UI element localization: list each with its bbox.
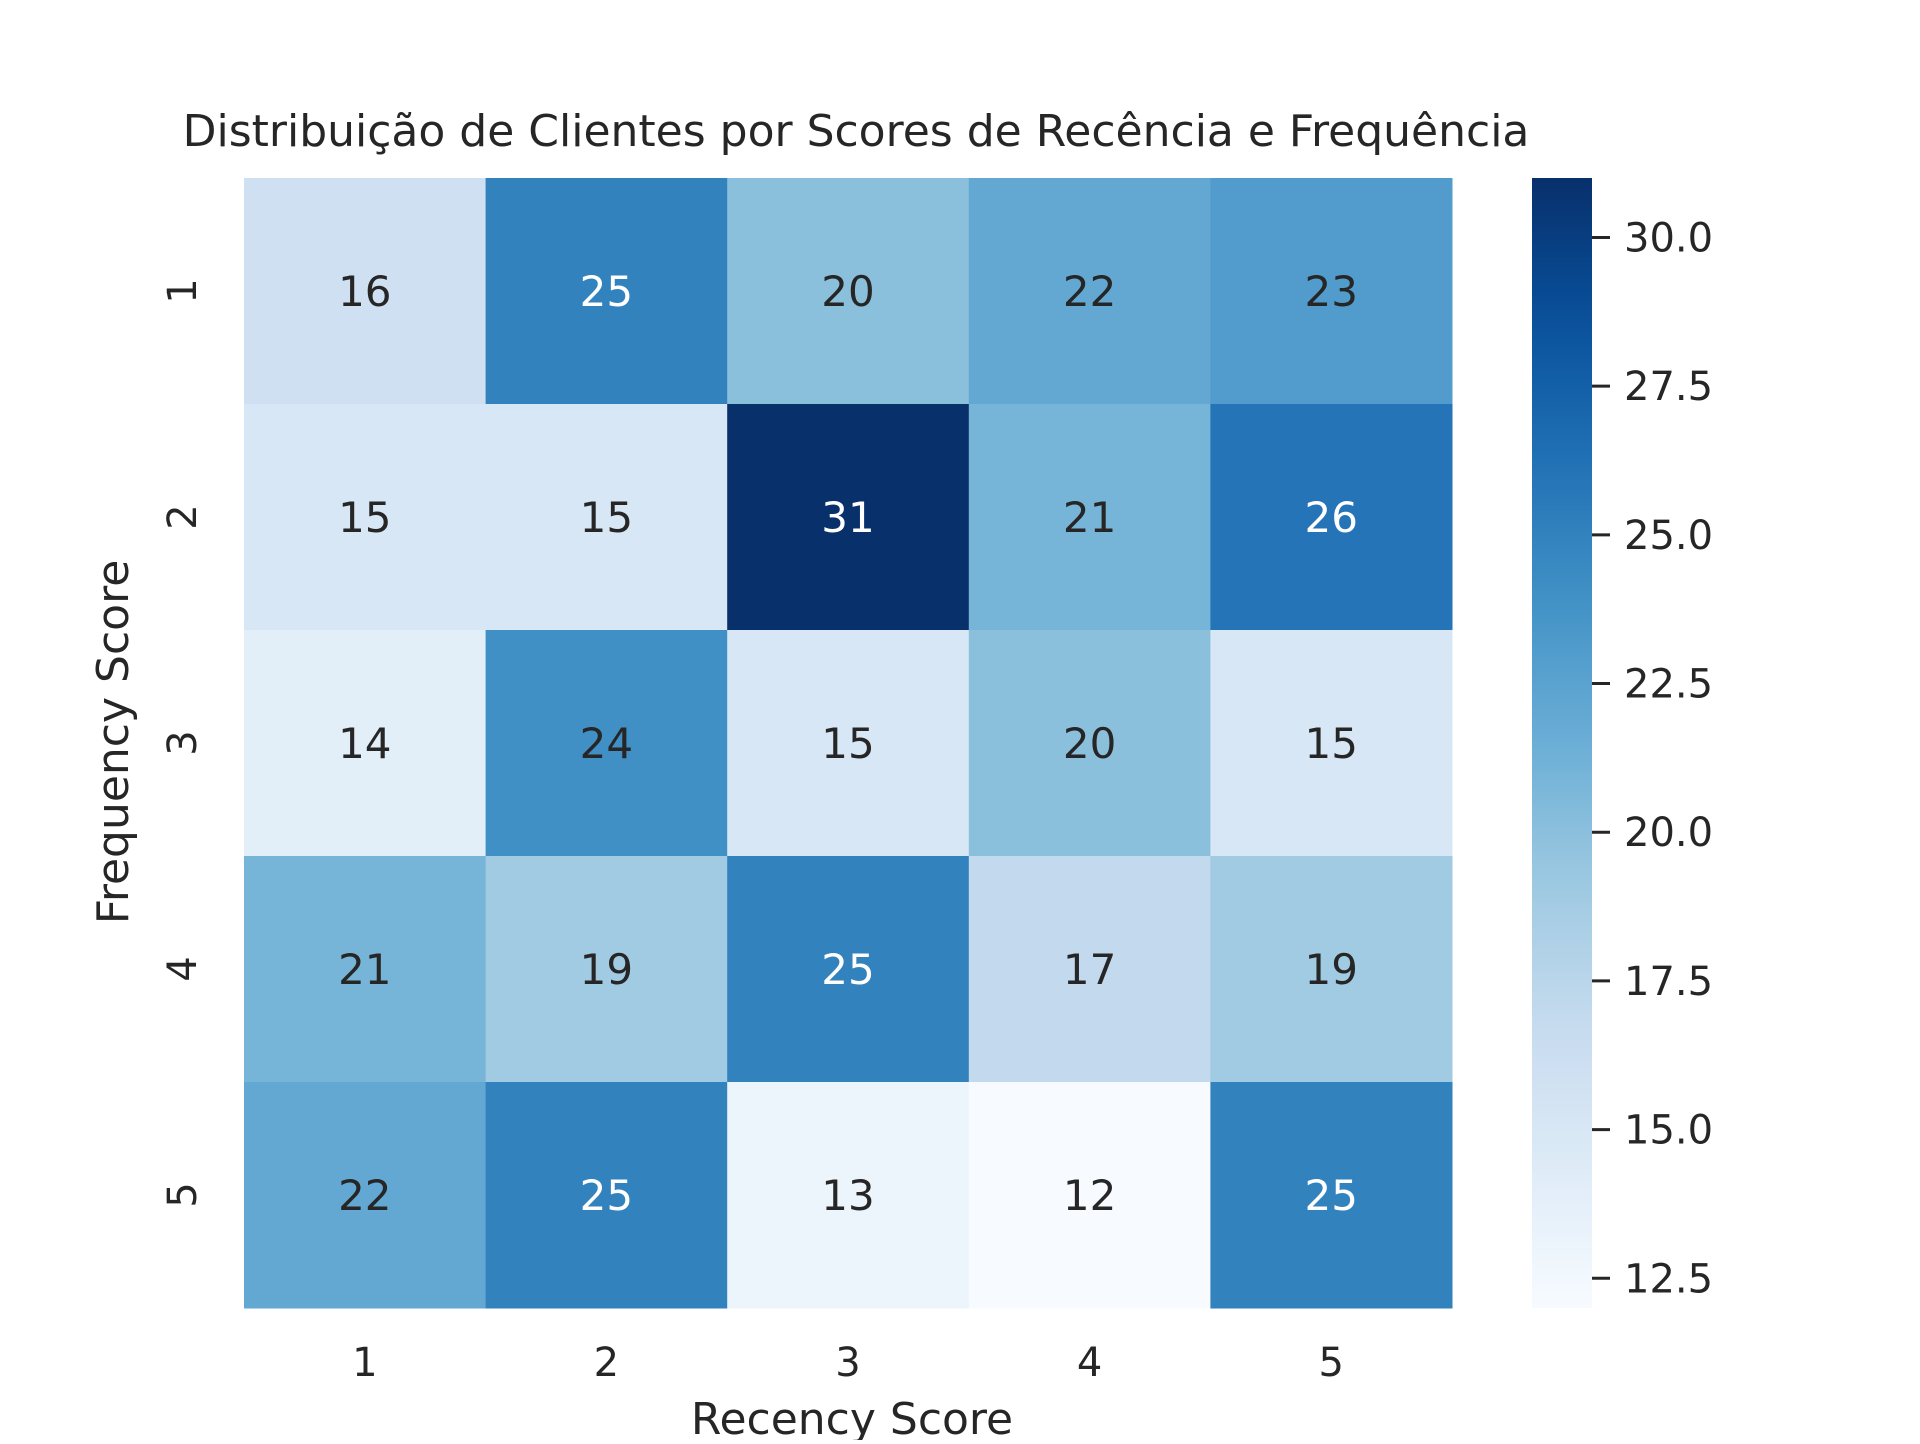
heatmap-cell bbox=[1210, 404, 1453, 631]
x-tick-label: 3 bbox=[835, 1340, 860, 1386]
y-tick-labels: 1 2 3 4 5 bbox=[160, 278, 206, 1207]
heatmap-cell bbox=[1210, 630, 1453, 857]
cell-value-label: 19 bbox=[580, 945, 633, 994]
cell-value-label: 26 bbox=[1304, 493, 1357, 542]
colorbar bbox=[1532, 178, 1592, 1308]
heatmap-cell bbox=[727, 404, 970, 631]
y-tick-label: 4 bbox=[160, 956, 206, 981]
heatmap-cell bbox=[727, 1082, 970, 1309]
colorbar-tick-label: 15.0 bbox=[1624, 1108, 1713, 1154]
colorbar-tick-label: 22.5 bbox=[1624, 662, 1713, 708]
cell-value-label: 19 bbox=[1304, 945, 1357, 994]
heatmap-cell bbox=[968, 1082, 1211, 1309]
heatmap-cell bbox=[1210, 178, 1453, 405]
heatmap-cell bbox=[244, 630, 487, 857]
heatmap-cell bbox=[968, 856, 1211, 1083]
heatmap-cell bbox=[968, 404, 1211, 631]
cell-value-label: 14 bbox=[338, 719, 391, 768]
cell-value-label: 20 bbox=[1063, 719, 1116, 768]
x-tick-labels: 1 2 3 4 5 bbox=[352, 1340, 1344, 1386]
heatmap-cell bbox=[244, 178, 487, 405]
heatmap-cell bbox=[485, 404, 728, 631]
cell-value-label: 21 bbox=[1063, 493, 1116, 542]
heatmap-cell bbox=[968, 178, 1211, 405]
colorbar-tick-label: 17.5 bbox=[1624, 959, 1713, 1005]
cell-value-label: 16 bbox=[338, 267, 391, 316]
heatmap-cell bbox=[485, 178, 728, 405]
heatmap-cell bbox=[244, 856, 487, 1083]
heatmap-cell bbox=[244, 404, 487, 631]
cell-value-label: 12 bbox=[1063, 1171, 1116, 1220]
colorbar-tick-label: 25.0 bbox=[1624, 513, 1713, 559]
x-tick-label: 2 bbox=[594, 1340, 619, 1386]
cell-value-label: 20 bbox=[821, 267, 874, 316]
heatmap-cell bbox=[727, 630, 970, 857]
x-tick-label: 1 bbox=[352, 1340, 377, 1386]
cell-value-label: 24 bbox=[580, 719, 633, 768]
heatmap-cell bbox=[727, 856, 970, 1083]
cell-annotations: 16 25 20 22 23 15 15 31 21 26 14 24 15 20 15 21 19 25 17 19… bbox=[338, 267, 1358, 1220]
heatmap-cell bbox=[727, 178, 970, 405]
heatmap-cell bbox=[244, 1082, 487, 1309]
heatmap-cell bbox=[1210, 1082, 1453, 1309]
cell-value-label: 15 bbox=[1304, 719, 1357, 768]
cell-value-label: 21 bbox=[338, 945, 391, 994]
cell-value-label: 25 bbox=[580, 1171, 633, 1220]
cell-value-label: 31 bbox=[821, 493, 874, 542]
colorbar-ticks: 12.5 15.0 17.5 20.0 22.5 25.0 27.5 30.0 bbox=[1592, 215, 1713, 1302]
chart-title: Distribuição de Clientes por Scores de R… bbox=[183, 106, 1530, 157]
colorbar-tick-label: 12.5 bbox=[1624, 1256, 1713, 1302]
cell-value-label: 15 bbox=[821, 719, 874, 768]
y-tick-label: 5 bbox=[160, 1182, 206, 1207]
heatmap-cell bbox=[485, 1082, 728, 1309]
cell-value-label: 25 bbox=[821, 945, 874, 994]
heatmap-cell bbox=[1210, 856, 1453, 1083]
heatmap-cell bbox=[485, 630, 728, 857]
cell-value-label: 23 bbox=[1304, 267, 1357, 316]
y-tick-label: 1 bbox=[160, 278, 206, 303]
cell-value-label: 13 bbox=[821, 1171, 874, 1220]
colorbar-tick-label: 20.0 bbox=[1624, 810, 1713, 856]
heatmap-cell bbox=[968, 630, 1211, 857]
y-tick-label: 2 bbox=[160, 504, 206, 529]
cell-value-label: 25 bbox=[580, 267, 633, 316]
colorbar-tick-label: 27.5 bbox=[1624, 364, 1713, 410]
heatmap-cell bbox=[485, 856, 728, 1083]
x-axis-label: Recency Score bbox=[691, 1394, 1013, 1440]
colorbar-tick-label: 30.0 bbox=[1624, 215, 1713, 261]
cell-value-label: 17 bbox=[1063, 945, 1116, 994]
heatmap-cells bbox=[244, 178, 1453, 1309]
x-tick-label: 4 bbox=[1077, 1340, 1102, 1386]
y-tick-label: 3 bbox=[160, 730, 206, 755]
cell-value-label: 25 bbox=[1304, 1171, 1357, 1220]
cell-value-label: 22 bbox=[338, 1171, 391, 1220]
y-axis-label: Frequency Score bbox=[88, 560, 139, 925]
cell-value-label: 22 bbox=[1063, 267, 1116, 316]
cell-value-label: 15 bbox=[580, 493, 633, 542]
cell-value-label: 15 bbox=[338, 493, 391, 542]
x-tick-label: 5 bbox=[1318, 1340, 1343, 1386]
